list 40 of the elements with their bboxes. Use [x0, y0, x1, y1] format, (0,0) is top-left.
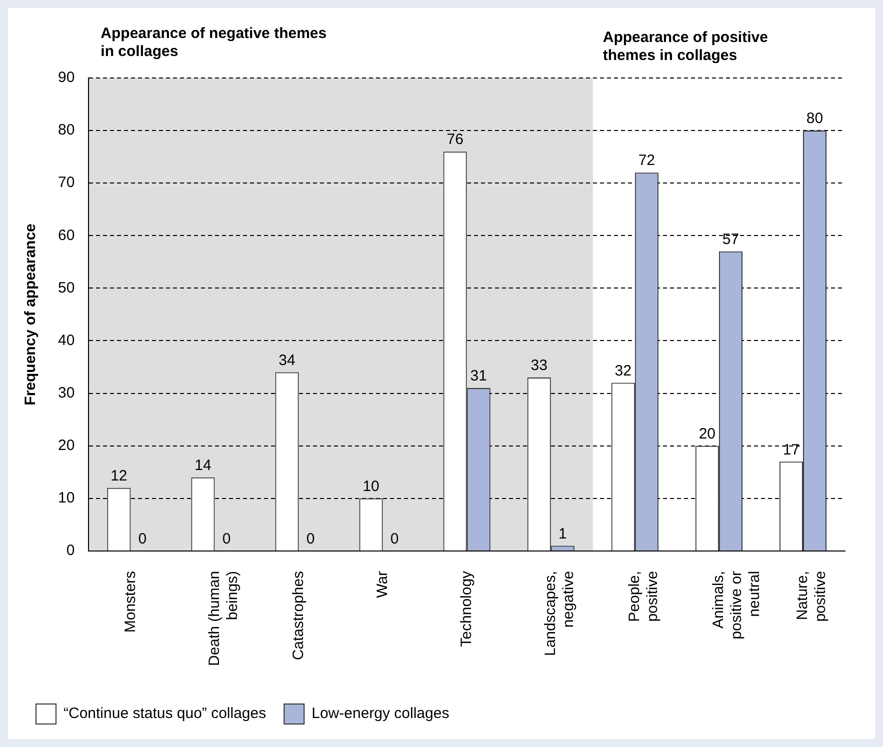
data-label: 12: [110, 468, 128, 485]
y-tick-label: 0: [66, 542, 75, 560]
data-label: 0: [306, 530, 315, 548]
data-label: 57: [722, 231, 740, 248]
x-tick-label: Technology: [458, 570, 475, 647]
x-tick-label: Landscapes, negative: [542, 570, 578, 656]
x-tick-label: War: [374, 570, 391, 598]
y-tick-label: 60: [58, 226, 75, 244]
data-label: 32: [614, 362, 632, 380]
data-label: 33: [530, 357, 548, 374]
data-label: 0: [222, 530, 231, 548]
data-label: 80: [806, 110, 824, 128]
data-label: 72: [638, 152, 656, 170]
data-label: 14: [194, 457, 212, 474]
data-label: 0: [390, 530, 399, 548]
x-tick-label: Death (human beings): [206, 570, 241, 666]
x-tick-label: Animals, positive or neutral: [710, 570, 764, 640]
y-tick-label: 10: [58, 490, 75, 507]
legend-label: Low-energy collages: [312, 705, 450, 722]
x-tick-label: People, positive: [626, 570, 662, 622]
text: Appearance of positive themes in collages: [602, 29, 768, 64]
data-label: 1: [558, 525, 567, 542]
data-label: 31: [470, 368, 487, 385]
x-tick-label: Catastrophes: [290, 570, 307, 660]
y-tick-label: 90: [58, 69, 75, 86]
y-tick-label: 70: [58, 174, 75, 192]
data-label: 20: [698, 425, 716, 442]
y-tick-label: 40: [58, 332, 75, 349]
data-label: 76: [446, 131, 464, 148]
data-label: 10: [362, 478, 380, 496]
band-label: Appearance of negative themes in collages: [100, 25, 327, 60]
data-label: 0: [138, 530, 147, 548]
data-label: 34: [278, 352, 296, 369]
y-tick-label: 20: [58, 436, 75, 454]
y-tick-label: 30: [58, 384, 75, 402]
y-axis-title: Frequency of appearance: [22, 224, 40, 406]
legend-label: “Continue status quo” collages: [64, 705, 266, 722]
y-tick-label: 80: [58, 122, 75, 139]
y-tick-label: 50: [58, 279, 75, 296]
x-tick-label: Monsters: [122, 570, 139, 633]
